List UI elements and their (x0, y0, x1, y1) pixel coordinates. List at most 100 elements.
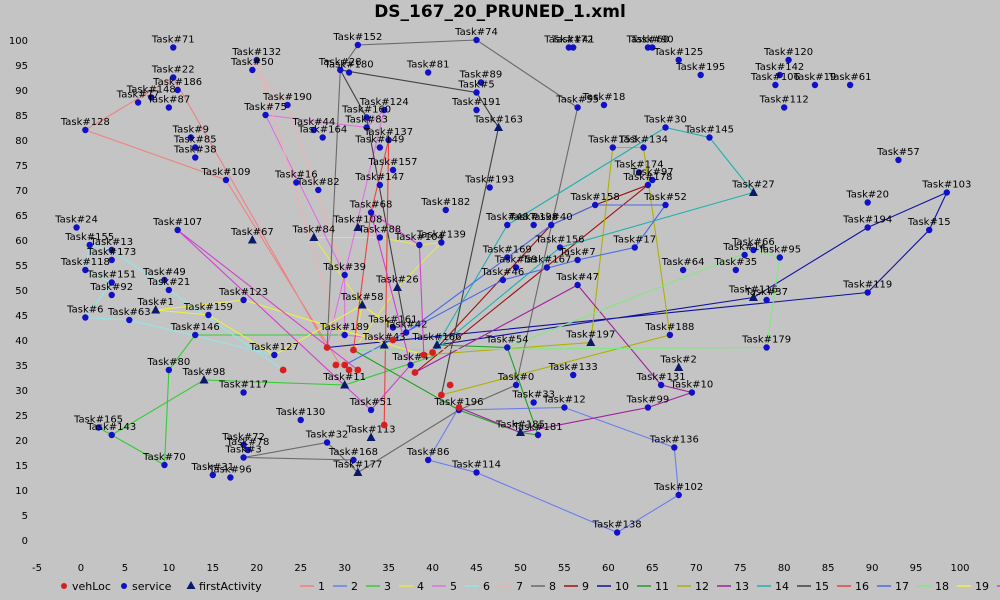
service-point (350, 456, 357, 464)
first-activity-marker (353, 222, 363, 231)
task-label: Task#44 (292, 117, 336, 128)
service-point (82, 314, 89, 321)
y-tick-label: 100 (9, 36, 28, 47)
service-point (161, 276, 168, 284)
service-point (570, 371, 577, 379)
task-label: Task#137 (363, 127, 413, 138)
task-label: Task#55 (555, 95, 599, 106)
legend-label-line-3: 3 (384, 580, 391, 593)
service-point (504, 254, 511, 261)
task-label: Task#195 (675, 62, 725, 73)
legend-swatch-service (121, 583, 127, 589)
x-tick-label: 70 (690, 563, 703, 574)
legend-label-service: service (132, 580, 172, 593)
service-point (666, 331, 674, 339)
service-point (649, 44, 656, 51)
task-label: Task#19 (793, 72, 837, 83)
first-activity-marker (357, 300, 367, 309)
service-point (240, 296, 247, 304)
service-point (473, 106, 480, 114)
service-point (741, 251, 748, 259)
task-label: Task#114 (451, 460, 501, 471)
task-label: Task#193 (464, 175, 514, 186)
task-label: Task#32 (305, 430, 349, 441)
service-point (442, 206, 449, 214)
service-point (174, 86, 181, 94)
service-point (473, 469, 480, 476)
service-point (126, 316, 133, 324)
route-line-15 (339, 69, 500, 396)
x-tick-label: 80 (778, 563, 791, 574)
task-label: Task#17 (612, 235, 656, 246)
legend-swatch-firstActivity (186, 581, 196, 589)
service-point (134, 99, 142, 106)
task-label: Task#161 (367, 315, 417, 326)
service-point (671, 444, 678, 451)
service-point (170, 44, 177, 51)
task-label: Task#119 (842, 280, 892, 291)
x-tick-label: 50 (514, 563, 527, 574)
service-point (486, 184, 493, 191)
service-point (170, 74, 177, 81)
task-label: Task#191 (451, 97, 501, 108)
route-line-2 (427, 406, 680, 534)
service-point (407, 361, 414, 369)
task-label: Task#68 (349, 200, 393, 211)
service-point (477, 79, 485, 86)
service-point (165, 104, 173, 111)
service-point (613, 529, 621, 536)
service-point (864, 199, 871, 206)
task-label: Task#127 (249, 342, 299, 353)
task-label: Task#180 (324, 60, 374, 71)
service-point (561, 404, 568, 411)
task-label: Task#15 (907, 217, 951, 228)
service-point (438, 239, 445, 246)
service-point (811, 81, 819, 89)
legend-label-line-19: 19 (975, 580, 989, 593)
legend-label-line-10: 10 (615, 580, 629, 593)
service-point (249, 66, 256, 74)
first-activity-marker (379, 340, 389, 349)
service-point (512, 264, 520, 271)
task-label: Task#4 (391, 352, 428, 363)
task-label: Task#160 (341, 105, 391, 116)
task-label: Task#165 (73, 415, 123, 426)
y-tick-label: 20 (15, 436, 28, 447)
service-point (192, 144, 199, 151)
x-tick-label: 30 (338, 563, 351, 574)
task-label: Task#198 (508, 212, 558, 223)
legend-label-line-4: 4 (417, 580, 424, 593)
service-point (662, 201, 669, 209)
service-point (381, 106, 388, 114)
task-label: Task#35 (713, 257, 757, 268)
route-line-4 (312, 236, 443, 351)
service-point (341, 271, 348, 279)
task-label: Task#164 (297, 125, 347, 136)
task-label: Task#50 (230, 57, 274, 68)
task-label: Task#27 (731, 180, 775, 191)
service-point (337, 66, 344, 74)
y-tick-label: 90 (15, 86, 28, 97)
x-tick-label: 75 (734, 563, 747, 574)
task-label: Task#47 (555, 272, 599, 283)
route-line-6 (84, 244, 284, 371)
service-point (644, 44, 652, 51)
y-tick-label: 0 (22, 536, 28, 547)
task-label: Task#173 (86, 247, 136, 258)
service-point (574, 104, 581, 111)
service-point (688, 389, 696, 396)
task-label: Task#153 (587, 135, 637, 146)
task-label: Task#67 (230, 227, 274, 238)
service-point (284, 101, 291, 109)
service-point (772, 81, 779, 89)
task-label: Task#177 (332, 460, 382, 471)
x-tick-label: 90 (866, 563, 879, 574)
task-label: Task#149 (354, 135, 404, 146)
task-label: Task#185 (495, 420, 545, 431)
service-point (86, 241, 93, 249)
service-point (609, 144, 616, 151)
task-label: Task#58 (340, 292, 384, 303)
service-point (108, 279, 115, 286)
legend-label-line-2: 2 (351, 580, 358, 593)
